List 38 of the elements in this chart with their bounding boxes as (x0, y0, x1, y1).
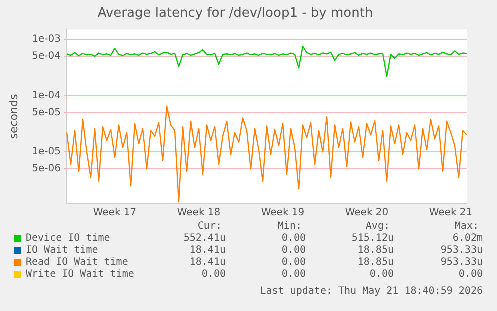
text: 0.00 (282, 245, 306, 256)
text: Max: (454, 221, 479, 233)
x-tick-label: Week 21 (429, 208, 473, 219)
text: 953.33u (440, 257, 483, 269)
text: 953.33u (440, 245, 483, 257)
y-tick-label: 1e-03 (32, 34, 61, 46)
legend-label: Write IO Wait time (26, 269, 134, 281)
text: 515.12u (352, 233, 394, 244)
y-tick-label: 1e-05 (32, 146, 61, 158)
text: 18.41u (188, 245, 226, 257)
x-tick-label: Week 20 (345, 208, 389, 219)
y-axis-title: seconds (7, 94, 20, 140)
text: Last update: Thu May 21 18:40:59 2026 (260, 286, 483, 297)
text: 18.85u (358, 245, 394, 256)
text: 552.41u (182, 233, 226, 245)
text: 0.00 (370, 269, 394, 280)
y-tick-label: 5e-04 (32, 51, 61, 62)
legend-label: IO Wait time (26, 245, 98, 257)
x-tick-label: Week 19 (261, 208, 305, 219)
x-tick-label: Week 18 (177, 208, 221, 219)
y-tick-label: 1e-04 (32, 90, 61, 102)
text: 0.00 (282, 257, 306, 268)
text: Cur: (196, 221, 222, 233)
text: 0.00 (200, 269, 226, 281)
legend-label: Device IO time (26, 233, 110, 245)
text: 0.00 (458, 269, 483, 281)
text: Min: (278, 221, 302, 232)
x-tick-label: Week 17 (93, 208, 137, 219)
chart-title: Average latency for /dev/loop1 - by month (98, 6, 374, 22)
text: 18.85u (358, 257, 394, 268)
y-tick-label: 5e-06 (32, 164, 61, 175)
text: 0.00 (282, 233, 306, 244)
legend-label: Read IO Wait time (26, 257, 128, 269)
text: 6.02m (452, 233, 483, 245)
text: Avg: (366, 221, 390, 232)
text: 0.00 (282, 269, 306, 280)
text: 18.41u (188, 257, 226, 269)
y-tick-label: 5e-05 (32, 107, 61, 118)
